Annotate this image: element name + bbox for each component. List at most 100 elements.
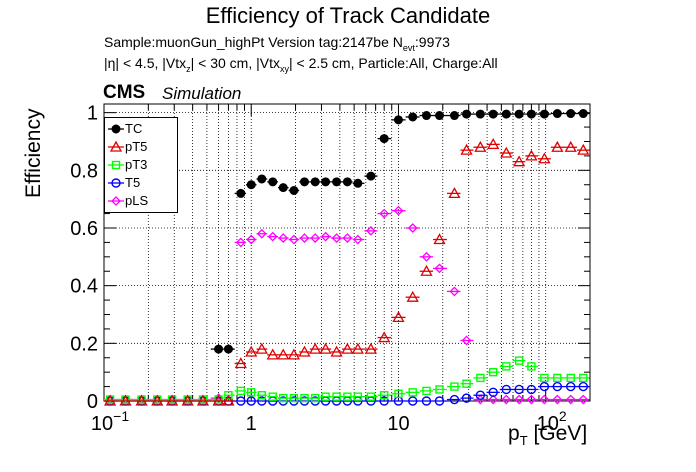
marker-open-triangle [319, 342, 332, 354]
cuts-text-2: | < 30 cm, |Vtx [190, 55, 280, 71]
marker-open-circle [526, 384, 537, 395]
x-axis-label-unit: [GeV] [527, 422, 588, 445]
marker-open-diamond [320, 231, 331, 242]
marker-open-circle [257, 396, 267, 406]
x-axis-label: pT [GeV] [508, 422, 587, 448]
marker-open-triangle [119, 394, 132, 406]
marker-open-triangle [420, 264, 433, 276]
marker-open-square [408, 388, 417, 397]
marker-open-circle [539, 381, 550, 392]
marker-open-triangle [151, 394, 164, 406]
marker-filled-circle [321, 177, 331, 187]
series-pls [104, 205, 590, 405]
marker-open-square [111, 160, 121, 170]
marker-open-square [247, 388, 256, 397]
marker-open-circle [475, 390, 486, 400]
marker-open-triangle [577, 143, 590, 155]
marker-open-diamond [539, 394, 550, 405]
marker-open-square [476, 373, 485, 383]
marker-filled-circle [299, 177, 309, 187]
marker-filled-circle [268, 177, 278, 187]
marker-open-triangle [298, 345, 311, 357]
marker-open-circle [514, 384, 524, 395]
marker-filled-circle [332, 177, 342, 187]
marker-open-triangle [392, 311, 405, 323]
marker-open-triangle [460, 143, 473, 155]
marker-open-square [450, 382, 459, 391]
marker-filled-circle [566, 109, 576, 119]
marker-open-diamond [310, 233, 321, 244]
marker-open-square [422, 386, 431, 396]
marker-open-triangle [341, 342, 354, 354]
marker-open-diamond [501, 394, 512, 405]
marker-filled-circle [475, 109, 485, 119]
marker-filled-circle [223, 344, 233, 354]
marker-open-diamond [421, 251, 432, 262]
legend-label: T5 [125, 175, 141, 190]
marker-open-square [379, 391, 389, 400]
legend-marker [108, 140, 124, 152]
marker-filled-circle [501, 109, 511, 119]
marker-filled-circle [488, 109, 498, 119]
marker-filled-circle [408, 112, 418, 122]
marker-open-square [332, 392, 341, 401]
marker-open-triangle [196, 394, 210, 406]
legend-marker [108, 124, 124, 134]
marker-open-triangle [212, 394, 225, 406]
marker-open-square [435, 385, 444, 394]
x-axis-label-main: p [508, 422, 520, 445]
marker-open-diamond [278, 233, 289, 244]
marker-open-triangle [109, 140, 123, 152]
marker-open-diamond [267, 231, 278, 242]
marker-open-square [236, 386, 246, 396]
marker-open-square [488, 367, 498, 377]
chart-title: Efficiency of Track Candidate [205, 3, 491, 28]
cuts-sub-z: z [186, 63, 191, 74]
marker-open-circle [246, 396, 256, 406]
legend-label: TC [125, 121, 143, 136]
legend-entry-tc: TC [105, 120, 177, 138]
x-tick-label: 1 [246, 413, 257, 435]
marker-open-square [268, 392, 277, 401]
marker-open-circle [408, 396, 418, 406]
marker-open-triangle [135, 394, 148, 406]
marker-open-circle [434, 396, 445, 406]
marker-filled-circle [214, 344, 224, 354]
cuts-text-1: |η| < 4.5, |Vtx [104, 55, 187, 71]
marker-open-triangle [309, 342, 322, 354]
marker-filled-circle [353, 178, 363, 188]
marker-open-square [279, 393, 288, 403]
marker-open-circle [501, 384, 511, 395]
marker-open-square [343, 392, 352, 401]
marker-open-diamond [449, 286, 460, 297]
marker-open-square [514, 356, 524, 365]
marker-open-triangle [538, 152, 551, 164]
marker-open-triangle [513, 155, 526, 167]
marker-open-triangle [287, 348, 301, 360]
marker-open-triangle [364, 342, 378, 354]
marker-open-square [366, 392, 376, 401]
marker-open-circle [379, 396, 389, 406]
marker-open-circle [236, 396, 246, 406]
marker-open-triangle [433, 233, 446, 245]
marker-open-circle [449, 394, 460, 405]
marker-open-diamond [246, 234, 257, 245]
marker-filled-circle [366, 171, 376, 181]
marker-filled-circle [236, 188, 246, 198]
sample-info-text: Sample:muonGun_highPt Version tag:2147be… [104, 34, 403, 50]
legend-entry-pt3: pT3 [105, 156, 177, 174]
marker-open-triangle [525, 149, 538, 161]
marker-open-square [321, 392, 330, 401]
marker-open-diamond [256, 228, 267, 239]
marker-open-diamond [365, 225, 376, 236]
marker-open-diamond [393, 205, 404, 216]
y-tick-label: 0.4 [70, 276, 98, 298]
marker-open-diamond [552, 394, 563, 405]
legend-label: pT3 [125, 157, 148, 172]
marker-filled-circle [421, 111, 431, 121]
marker-open-circle [552, 381, 563, 392]
marker-filled-circle [111, 124, 121, 134]
marker-open-circle [488, 387, 498, 398]
